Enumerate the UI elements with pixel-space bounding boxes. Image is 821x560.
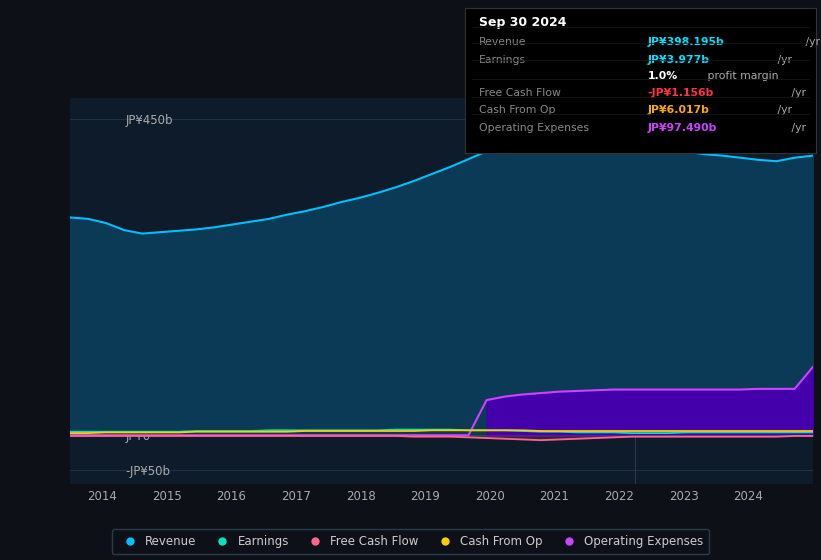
Text: /yr: /yr xyxy=(788,123,806,133)
Text: Free Cash Flow: Free Cash Flow xyxy=(479,88,561,98)
Text: Earnings: Earnings xyxy=(479,55,526,64)
Text: /yr: /yr xyxy=(802,38,820,47)
Text: -JP¥1.156b: -JP¥1.156b xyxy=(648,88,713,98)
Text: Revenue: Revenue xyxy=(479,38,526,47)
Text: JP¥97.490b: JP¥97.490b xyxy=(648,123,717,133)
Text: Cash From Op: Cash From Op xyxy=(479,105,555,115)
Legend: Revenue, Earnings, Free Cash Flow, Cash From Op, Operating Expenses: Revenue, Earnings, Free Cash Flow, Cash … xyxy=(112,529,709,554)
Text: JP¥398.195b: JP¥398.195b xyxy=(648,38,724,47)
Text: 1.0%: 1.0% xyxy=(648,71,677,81)
Text: /yr: /yr xyxy=(774,55,792,64)
Text: Sep 30 2024: Sep 30 2024 xyxy=(479,16,566,29)
Text: JP¥6.017b: JP¥6.017b xyxy=(648,105,709,115)
Text: /yr: /yr xyxy=(788,88,806,98)
Text: /yr: /yr xyxy=(774,105,792,115)
Text: JP¥3.977b: JP¥3.977b xyxy=(648,55,709,64)
Text: Operating Expenses: Operating Expenses xyxy=(479,123,589,133)
Text: profit margin: profit margin xyxy=(704,71,778,81)
